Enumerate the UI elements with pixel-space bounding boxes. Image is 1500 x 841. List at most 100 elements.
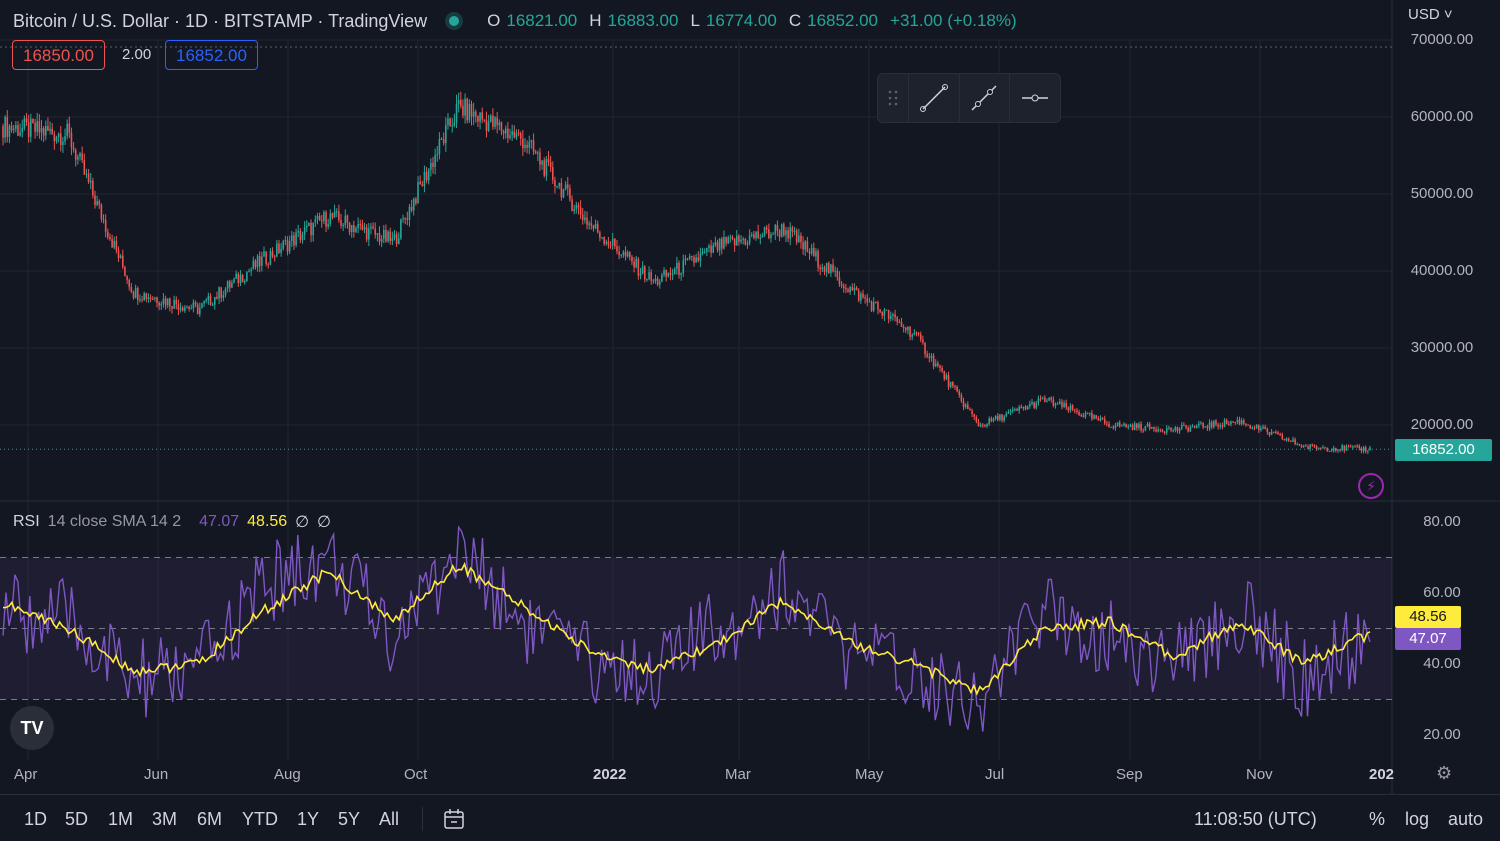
candle-body [186, 306, 188, 308]
candle-body [988, 418, 991, 425]
candle-body [902, 326, 905, 328]
candle-body [305, 226, 308, 228]
candle-body [350, 225, 353, 233]
ray-button[interactable] [958, 74, 1010, 122]
candle-body [830, 264, 832, 274]
candle-body [945, 375, 948, 380]
candle-body [1283, 438, 1286, 441]
candle-body [776, 225, 779, 231]
candle-body [1257, 424, 1260, 431]
candle-body [1101, 417, 1104, 419]
candle-body [316, 215, 319, 220]
rsi-ma-label: 48.56 [1395, 606, 1461, 628]
range-ytd-button[interactable]: YTD [242, 809, 278, 829]
candle-body [962, 400, 965, 408]
candle-body [1044, 397, 1046, 402]
candle-body [710, 245, 712, 253]
candle-body [327, 224, 329, 227]
candle-body [1153, 427, 1155, 430]
rsi-tick-label: 40.00 [1423, 655, 1461, 672]
candle-body [1163, 431, 1166, 433]
candle-body [629, 252, 631, 257]
candle-body [203, 301, 205, 304]
range-5d-button[interactable]: 5D [65, 809, 89, 829]
candle-body [320, 220, 323, 222]
settings-gear-icon[interactable]: ⚙ [1436, 763, 1453, 783]
bid-button[interactable]: 16850.00 [12, 40, 105, 70]
date-range-icon[interactable] [442, 807, 466, 836]
range-all-button[interactable]: All [379, 809, 400, 829]
candle-body [445, 124, 447, 144]
candle-body [96, 201, 98, 206]
candle-body [199, 307, 201, 315]
range-1d-button[interactable]: 1D [24, 809, 48, 829]
rsi-name[interactable]: RSI [13, 513, 40, 530]
candle-body [1356, 445, 1358, 447]
candle-body [1195, 425, 1198, 428]
rsi-line [2, 525, 1371, 732]
tradingview-logo-icon[interactable]: TV [10, 706, 54, 750]
price-tick-label: 60000.00 [1410, 108, 1474, 125]
candle-body [949, 381, 952, 387]
candle-body [857, 290, 860, 301]
ohlc-low-value: 16774.00 [705, 11, 777, 30]
range-1m-button[interactable]: 1M [108, 809, 134, 829]
candle-body [1322, 447, 1324, 449]
symbol-title[interactable]: Bitcoin / U.S. Dollar · 1D · BITSTAMP · … [13, 10, 428, 31]
candle-body [130, 287, 133, 293]
lightning-icon[interactable]: ⚡ [1358, 473, 1384, 499]
candle-body [496, 117, 498, 126]
candle-body [502, 131, 505, 134]
candle-body [421, 184, 424, 187]
candle-body [220, 287, 223, 298]
candle-body [1319, 447, 1322, 449]
candle-body [1362, 447, 1365, 451]
candle-body [36, 121, 39, 132]
currency-select[interactable]: USD ˅ [1408, 6, 1453, 23]
ohlc-close-value: 16852.00 [807, 11, 879, 30]
candle-body [1187, 427, 1189, 432]
candle-body [374, 228, 377, 235]
percent-toggle[interactable]: % [1369, 809, 1386, 829]
candle-body [241, 274, 244, 283]
candle-body [158, 302, 160, 306]
candle-body [1364, 447, 1367, 452]
candle-body [1121, 425, 1123, 427]
candle-body [464, 98, 466, 116]
trend-line-button[interactable] [907, 74, 959, 122]
candle-body [1080, 415, 1082, 417]
candle-body [763, 227, 766, 236]
range-5y-button[interactable]: 5Y [338, 809, 361, 829]
candle-body [562, 188, 565, 198]
candle-body [1086, 412, 1089, 414]
candle-body [601, 237, 603, 239]
candle-body [986, 424, 988, 427]
horizontal-line-button[interactable] [1009, 74, 1060, 122]
range-3m-button[interactable]: 3M [152, 809, 178, 829]
candle-body [1328, 450, 1331, 452]
candle-body [485, 120, 488, 131]
candle-body [952, 381, 954, 386]
drag-handle-icon[interactable] [878, 74, 908, 122]
candle-body [32, 118, 34, 124]
candle-body [958, 391, 961, 396]
market-status-icon[interactable] [449, 16, 460, 26]
candle-body [646, 279, 648, 281]
candle-body [1133, 423, 1136, 430]
range-6m-button[interactable]: 6M [197, 809, 223, 829]
candle-body [143, 293, 145, 301]
candle-body [1213, 420, 1215, 428]
candle-body [166, 298, 169, 306]
candle-body [656, 278, 659, 285]
candle-body [1191, 426, 1194, 428]
candle-body [1103, 418, 1106, 424]
log-toggle[interactable]: log [1405, 809, 1430, 829]
candle-body [504, 128, 507, 134]
auto-toggle[interactable]: auto [1448, 809, 1484, 829]
range-1y-button[interactable]: 1Y [297, 809, 320, 829]
ask-button[interactable]: 16852.00 [165, 40, 258, 70]
clock-time[interactable]: 11:08:50 (UTC) [1194, 809, 1317, 829]
candle-body [1311, 444, 1314, 446]
candle-body [1009, 410, 1012, 413]
